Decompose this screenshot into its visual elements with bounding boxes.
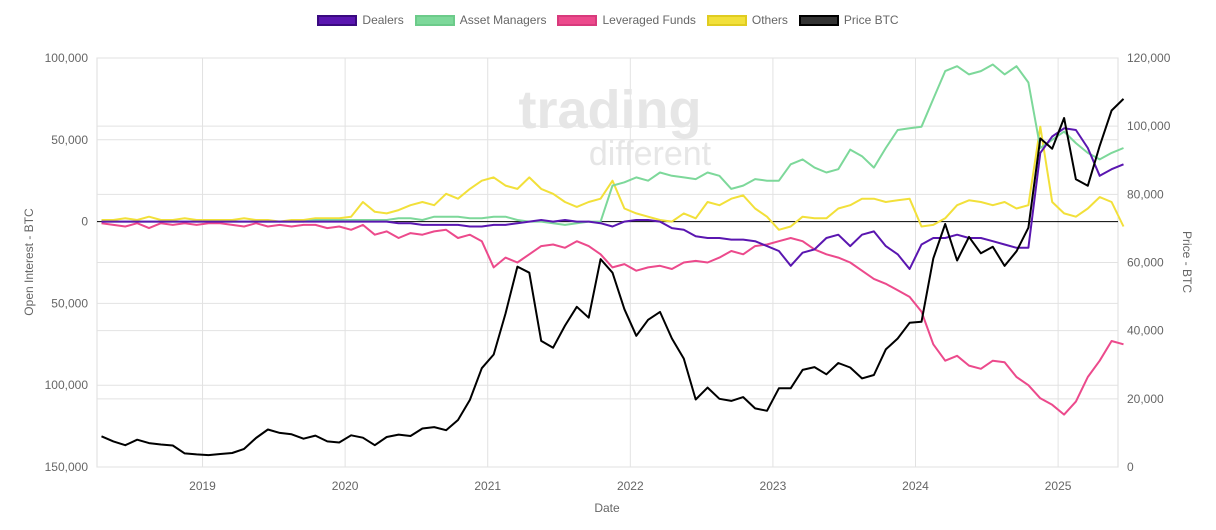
series-line-others[interactable]: [101, 125, 1125, 231]
y2-tick-label: 60,000: [1127, 256, 1164, 270]
x-tick-label: 2025: [1045, 479, 1072, 493]
y2-tick-label: 20,000: [1127, 392, 1164, 406]
x-tick-label: 2024: [902, 479, 929, 493]
y-tick-label: 50,000: [51, 133, 88, 147]
y-tick-label: 100,000: [45, 51, 89, 65]
legend-swatch: [706, 14, 747, 26]
y-tick-label: 0: [81, 215, 88, 229]
x-tick-label: 2022: [617, 479, 644, 493]
y-tick-label: 50,000: [51, 296, 88, 310]
y2-tick-label: 0: [1127, 460, 1134, 474]
y2-tick-label: 40,000: [1127, 324, 1164, 338]
x-tick-label: 2020: [332, 479, 359, 493]
watermark-logo: trading: [519, 80, 702, 140]
legend-item-others[interactable]: Others: [706, 13, 788, 27]
legend-label: Asset Managers: [459, 13, 547, 27]
legend-swatch: [557, 14, 598, 26]
y-tick-label: 150,000: [45, 460, 89, 474]
y2-tick-label: 100,000: [1127, 119, 1171, 133]
x-tick-label: 2021: [474, 479, 501, 493]
legend: Dealers Asset Managers Leveraged Funds O…: [0, 13, 1216, 27]
y2-tick-label: 120,000: [1127, 51, 1171, 65]
legend-item-price-btc[interactable]: Price BTC: [798, 13, 899, 27]
legend-label: Price BTC: [843, 13, 899, 27]
legend-item-dealers[interactable]: Dealers: [317, 13, 404, 27]
y2-axis-label: Price - BTC: [1180, 231, 1194, 293]
legend-label: Others: [751, 13, 788, 27]
series-line-dealers[interactable]: [101, 127, 1124, 270]
legend-swatch: [414, 14, 455, 26]
x-tick-label: 2019: [189, 479, 216, 493]
x-tick-label: 2023: [760, 479, 787, 493]
legend-item-asset-managers[interactable]: Asset Managers: [414, 13, 547, 27]
legend-swatch: [317, 14, 358, 26]
watermark-logo-sub: different: [589, 135, 712, 173]
x-axis-label: Date: [594, 501, 620, 515]
legend-label: Leveraged Funds: [602, 13, 696, 27]
y2-tick-label: 80,000: [1127, 187, 1164, 201]
series-line-price-btc[interactable]: [101, 98, 1125, 457]
series-line-leveraged-funds[interactable]: [101, 222, 1124, 416]
y-tick-label: 100,000: [45, 378, 89, 392]
legend-label: Dealers: [362, 13, 404, 27]
legend-swatch: [798, 14, 839, 26]
legend-item-leveraged-funds[interactable]: Leveraged Funds: [557, 13, 696, 27]
y-axis-label: Open Interest - BTC: [22, 208, 36, 316]
